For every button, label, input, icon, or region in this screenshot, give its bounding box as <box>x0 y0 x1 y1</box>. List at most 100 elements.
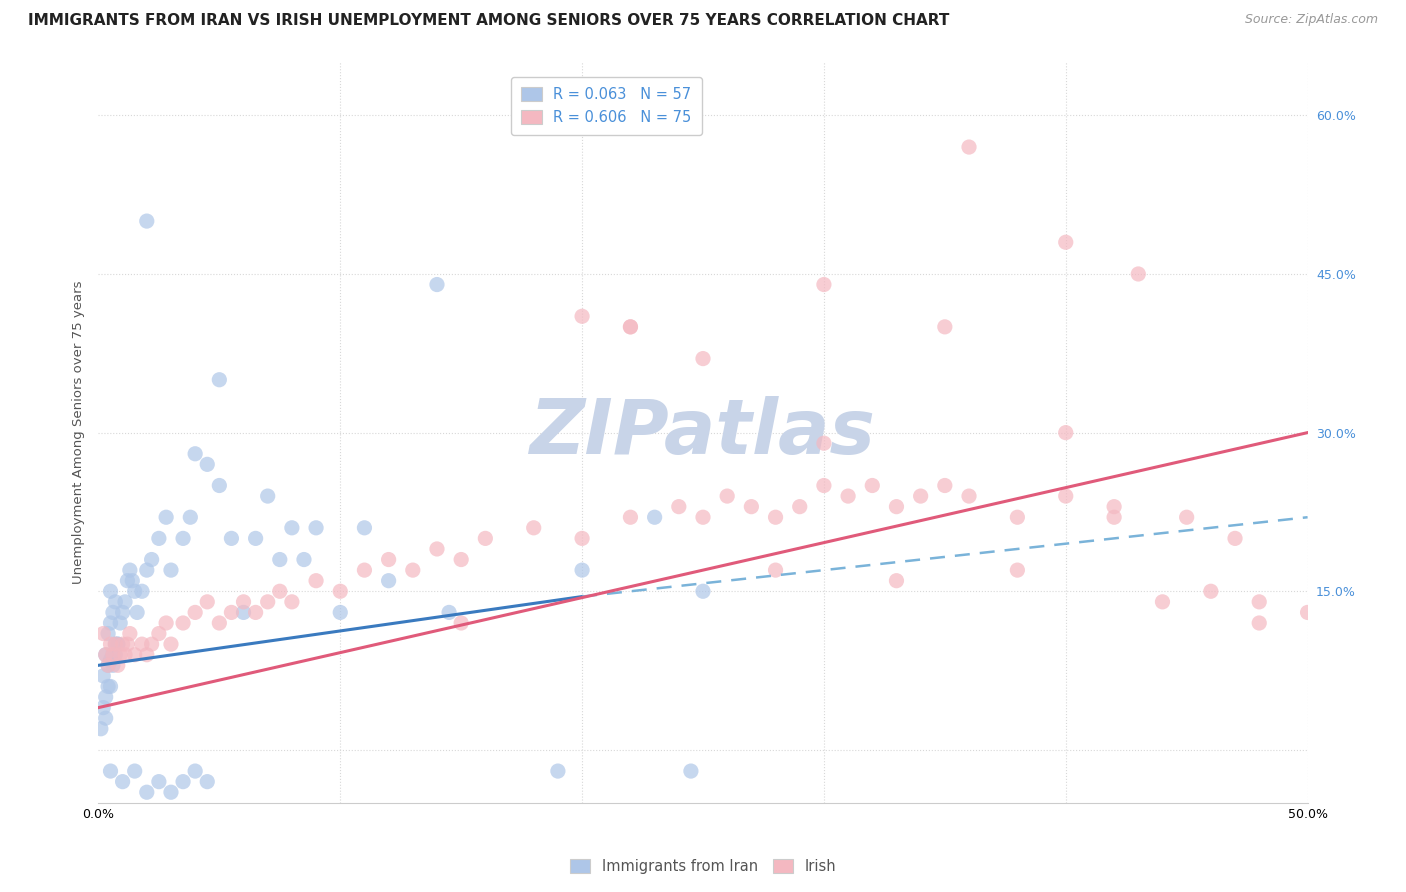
Point <box>160 563 183 577</box>
Point <box>245 606 267 620</box>
Point <box>957 489 980 503</box>
Point <box>124 764 146 778</box>
Point <box>101 648 124 662</box>
Point <box>179 510 201 524</box>
Point <box>94 648 117 662</box>
Point <box>437 606 460 620</box>
Point <box>426 541 449 556</box>
Point <box>813 277 835 292</box>
Point <box>1054 235 1077 250</box>
Y-axis label: Unemployment Among Seniors over 75 years: Unemployment Among Seniors over 75 years <box>72 281 86 584</box>
Point <box>1223 532 1246 546</box>
Point <box>692 510 714 524</box>
Point <box>101 648 124 662</box>
Point <box>94 711 117 725</box>
Point <box>221 606 243 620</box>
Point <box>450 615 472 630</box>
Point <box>789 500 811 514</box>
Point <box>619 510 641 524</box>
Point <box>107 658 129 673</box>
Point <box>91 669 114 683</box>
Point <box>108 615 131 630</box>
Point <box>232 595 254 609</box>
Point <box>765 563 787 577</box>
Point <box>184 606 207 620</box>
Point <box>692 351 714 366</box>
Point <box>1054 425 1077 440</box>
Point <box>117 637 139 651</box>
Point <box>160 785 183 799</box>
Point <box>118 563 141 577</box>
Point <box>305 521 328 535</box>
Point <box>94 690 117 704</box>
Point <box>195 458 218 472</box>
Point <box>426 277 449 292</box>
Point <box>97 626 120 640</box>
Point <box>184 764 207 778</box>
Point <box>571 310 593 324</box>
Point <box>117 574 139 588</box>
Point <box>329 606 352 620</box>
Point <box>957 140 980 154</box>
Point <box>1102 510 1125 524</box>
Point <box>94 648 117 662</box>
Point <box>114 648 136 662</box>
Point <box>97 658 120 673</box>
Point <box>135 563 157 577</box>
Point <box>571 532 593 546</box>
Point <box>692 584 714 599</box>
Point <box>141 637 163 651</box>
Point <box>195 595 218 609</box>
Point <box>1152 595 1174 609</box>
Point <box>450 552 472 566</box>
Point <box>305 574 328 588</box>
Point <box>716 489 738 503</box>
Point <box>118 626 141 640</box>
Point <box>131 637 153 651</box>
Legend: R = 0.063   N = 57, R = 0.606   N = 75: R = 0.063 N = 57, R = 0.606 N = 75 <box>510 77 702 135</box>
Point <box>1007 510 1029 524</box>
Point <box>148 774 170 789</box>
Point <box>1007 563 1029 577</box>
Point <box>668 500 690 514</box>
Point <box>256 489 278 503</box>
Point <box>402 563 425 577</box>
Point <box>269 552 291 566</box>
Point <box>860 478 883 492</box>
Point <box>108 648 131 662</box>
Point <box>131 584 153 599</box>
Point <box>104 637 127 651</box>
Point <box>124 584 146 599</box>
Point <box>221 532 243 546</box>
Point <box>148 626 170 640</box>
Point <box>474 532 496 546</box>
Point <box>104 648 127 662</box>
Point <box>644 510 666 524</box>
Point <box>571 563 593 577</box>
Point <box>160 637 183 651</box>
Point <box>292 552 315 566</box>
Point <box>141 552 163 566</box>
Point <box>377 574 399 588</box>
Point <box>208 615 231 630</box>
Point <box>813 436 835 450</box>
Point <box>813 478 835 492</box>
Point <box>107 637 129 651</box>
Point <box>353 521 375 535</box>
Point <box>1175 510 1198 524</box>
Point <box>121 574 143 588</box>
Point <box>100 764 122 778</box>
Point <box>124 648 146 662</box>
Point <box>100 584 122 599</box>
Point <box>91 626 114 640</box>
Point <box>619 319 641 334</box>
Point <box>135 785 157 799</box>
Point <box>135 214 157 228</box>
Point <box>547 764 569 778</box>
Point <box>740 500 762 514</box>
Point <box>353 563 375 577</box>
Point <box>886 500 908 514</box>
Point <box>107 637 129 651</box>
Point <box>619 319 641 334</box>
Point <box>127 606 149 620</box>
